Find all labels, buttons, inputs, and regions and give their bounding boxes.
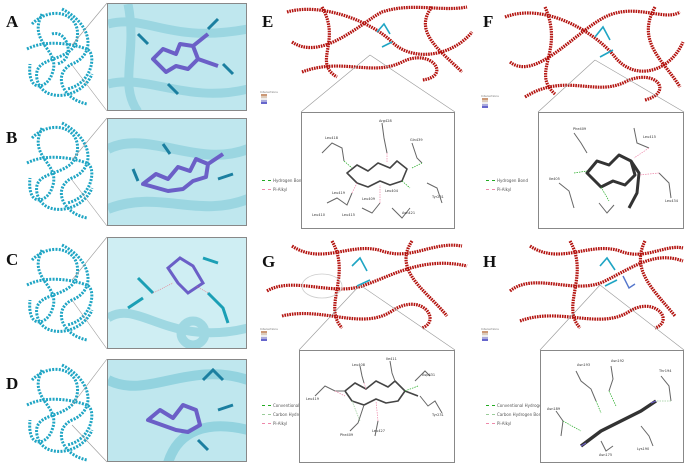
residue-label: Leu419 bbox=[332, 191, 345, 195]
residue-label: Phe409 bbox=[573, 127, 587, 131]
protein-ribbon-d bbox=[26, 363, 94, 462]
scale-bar-g bbox=[261, 331, 267, 341]
residue-label: Asn193 bbox=[577, 363, 591, 367]
protein-ribbon-f bbox=[504, 6, 685, 102]
residue-label: Asn175 bbox=[599, 453, 613, 457]
protein-ribbon-h bbox=[509, 240, 684, 330]
residue-label: Thr194 bbox=[659, 369, 672, 373]
residue-label: Tyr231 bbox=[432, 195, 444, 199]
zoom-inset-c bbox=[107, 237, 247, 349]
residue-label: Leu415 bbox=[643, 135, 656, 139]
residue-label: Leu419 bbox=[306, 397, 319, 401]
protein-ribbon-a bbox=[26, 7, 94, 106]
residue-label: Phe409 bbox=[340, 433, 354, 437]
residue-label: Asn421 bbox=[402, 211, 416, 215]
residue-label: Leu409 bbox=[362, 197, 375, 201]
residue-label: Leu404 bbox=[385, 189, 398, 193]
zoom-inset-b bbox=[107, 118, 247, 226]
interaction-diagram-f: Phe409 Leu415 Ile405 Leu434 bbox=[538, 112, 684, 229]
scale-bar-f bbox=[482, 98, 488, 108]
panel-label-c: C bbox=[6, 250, 19, 269]
panel-label-e: E bbox=[262, 12, 274, 31]
residue-label: Leu434 bbox=[665, 199, 678, 203]
residue-label: Lys190 bbox=[637, 447, 650, 451]
residue-label: Arg428 bbox=[379, 119, 392, 123]
residue-label: Leu410 bbox=[312, 213, 325, 217]
panel-label-h: H bbox=[483, 252, 497, 271]
panel-label-g: G bbox=[262, 252, 276, 271]
panel-label-f: F bbox=[483, 12, 494, 31]
protein-ribbon-g bbox=[266, 240, 468, 330]
interaction-diagram-g: Leu408 Ile411 Leu419 Asp431 Leu427 Phe40… bbox=[299, 350, 455, 463]
interaction-diagram-e: Leu418 Arg428 Gln439 Leu419 Leu409 Leu40… bbox=[301, 112, 455, 229]
residue-label: Leu408 bbox=[352, 363, 365, 367]
panel-label-b: B bbox=[6, 128, 18, 147]
residue-label: Ile405 bbox=[549, 177, 560, 181]
scale-bar-e bbox=[261, 94, 267, 104]
residue-label: Asn189 bbox=[547, 407, 561, 411]
residue-label: Gln439 bbox=[410, 138, 423, 142]
residue-label: Asn192 bbox=[611, 359, 625, 363]
interaction-diagram-h: Asn193 Asn192 Thr194 Asn189 Lys190 Asn17… bbox=[540, 350, 684, 463]
residue-label: Asp431 bbox=[422, 373, 436, 377]
legend-f: Hydrogen Bond Pi-Alkyl bbox=[486, 178, 528, 196]
protein-ribbon-b bbox=[26, 121, 94, 220]
legend-h: Conventional Hydrogen Bond Carbon Hydrog… bbox=[486, 403, 556, 430]
panel-label-a: A bbox=[6, 12, 19, 31]
residue-label: Leu427 bbox=[372, 429, 385, 433]
residue-label: Ile411 bbox=[386, 357, 397, 361]
legend-e: Hydrogen Bond Pi-Alkyl bbox=[262, 178, 304, 196]
protein-ribbon-e bbox=[286, 5, 474, 82]
zoom-inset-a bbox=[107, 3, 247, 111]
scale-bar-h bbox=[482, 331, 488, 341]
residue-label: Leu418 bbox=[325, 136, 338, 140]
residue-label: Leu415 bbox=[342, 213, 355, 217]
zoom-inset-d bbox=[107, 359, 247, 462]
panel-label-d: D bbox=[6, 374, 19, 393]
residue-label: Tyr231 bbox=[432, 413, 444, 417]
